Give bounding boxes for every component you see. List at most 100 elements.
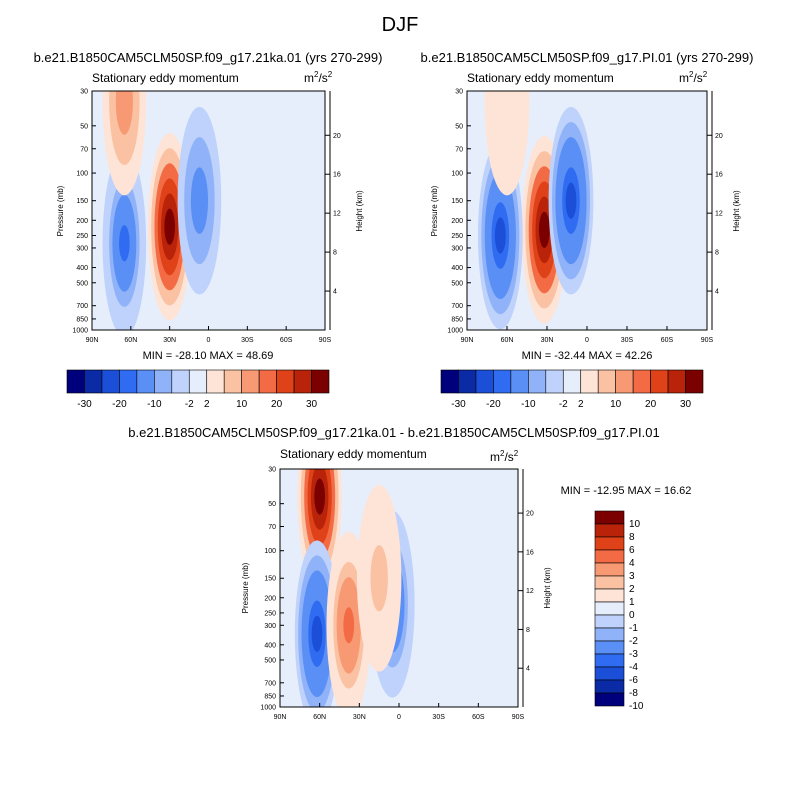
y2-tick-label: 16 (715, 172, 723, 179)
figure-title: DJF (382, 14, 419, 36)
x-tick-label: 90N (461, 337, 474, 344)
y-tick-label: 1000 (447, 328, 463, 335)
y-tick-label: 70 (455, 146, 463, 153)
colorbar-label: -2 (629, 636, 638, 647)
colorbar-swatch (594, 692, 625, 707)
panel-21ka-ylabel: Pressure (mb) (56, 185, 65, 236)
panel-21ka-variable: Stationary eddy momentum (92, 71, 239, 85)
colorbar-label: 2 (629, 584, 635, 595)
colorbar-swatch (594, 679, 625, 694)
y-tick-label: 500 (451, 280, 463, 287)
colorbar-swatch (594, 510, 625, 525)
colorbar-swatch (545, 369, 564, 394)
colorbar-swatch (594, 627, 625, 642)
y2-tick-label: 8 (526, 627, 530, 634)
panel-diff-variable: Stationary eddy momentum (280, 447, 427, 461)
colorbar-swatch (594, 523, 625, 538)
colorbar-swatch (594, 536, 625, 551)
contour-band-negative-1-5 (119, 225, 130, 262)
y-tick-label: 1000 (72, 328, 88, 335)
contour-band-positive-3-5 (501, 91, 513, 120)
y2-tick-label: 4 (333, 289, 337, 296)
colorbar-swatch (258, 369, 277, 394)
y-tick-label: 300 (264, 623, 276, 630)
panel-pi-variable: Stationary eddy momentum (467, 71, 614, 85)
contour-band-positive-4-5 (373, 560, 385, 597)
y-tick-label: 30 (80, 89, 88, 96)
colorbar-label: 20 (645, 399, 657, 410)
y-tick-label: 30 (455, 89, 463, 96)
y-tick-label: 850 (76, 316, 88, 323)
colorbar-label: 4 (629, 558, 635, 569)
y2-tick-label: 20 (333, 133, 341, 140)
panel-diff-header: b.e21.B1850CAM5CLM50SP.f09_g17.21ka.01 -… (128, 425, 659, 440)
colorbar-swatch (510, 369, 529, 394)
colorbar-swatch (632, 369, 651, 394)
y2-tick-label: 8 (333, 250, 337, 257)
x-tick-label: 60N (124, 337, 137, 344)
contour-band-positive-0-5 (538, 211, 550, 248)
colorbar-swatch (594, 575, 625, 590)
colorbar-label: 2 (578, 399, 584, 410)
colorbar-swatch (119, 369, 138, 394)
contour-band-negative-2-5 (194, 182, 205, 219)
y-tick-label: 150 (264, 576, 276, 583)
colorbar-swatch (685, 369, 704, 394)
colorbar-swatch (594, 666, 625, 681)
colorbar-swatch (650, 369, 669, 394)
colorbar-swatch (594, 562, 625, 577)
y-tick-label: 400 (451, 265, 463, 272)
colorbar-swatch (188, 369, 208, 394)
colorbar-label: 10 (236, 399, 248, 410)
panel-pi-axes: 90N 60N 30N 0 30S 60S 90S 30 50 70 100 150 200 250 300… (447, 89, 722, 345)
colorbar-label: -6 (629, 675, 638, 686)
panel-diff-units: m2/s2 (490, 449, 519, 464)
colorbar-swatch (594, 653, 625, 668)
panel-21ka-y2label: Height (km) (355, 190, 364, 232)
colorbar-label: -10 (147, 399, 162, 410)
panel-diff: b.e21.B1850CAM5CLM50SP.f09_g17.21ka.01 -… (128, 425, 692, 721)
colorbar-label: 1 (629, 597, 635, 608)
panel-diff-contours (294, 469, 415, 707)
colorbar-swatch (667, 369, 686, 394)
y2-tick-label: 12 (526, 588, 534, 595)
x-tick-label: 0 (207, 337, 211, 344)
y2-tick-label: 20 (715, 133, 723, 140)
x-tick-label: 30N (163, 337, 176, 344)
colorbar-label: -30 (77, 399, 92, 410)
colorbar-swatch (594, 640, 625, 655)
colorbar-swatch (594, 601, 625, 616)
colorbar-label: -20 (486, 399, 501, 410)
colorbar-label: -3 (629, 649, 638, 660)
panel-21ka-colorbar: -30 -20 -10 -2 2 10 20 30 (66, 369, 330, 410)
panel-pi-stats: MIN = -32.44 MAX = 42.26 (522, 350, 653, 362)
colorbar-swatch (528, 369, 547, 394)
colorbar-label: -2 (185, 399, 194, 410)
x-tick-label: 0 (397, 714, 401, 721)
colorbar-label: 30 (306, 399, 318, 410)
x-tick-label: 60S (661, 337, 674, 344)
x-tick-label: 30S (432, 714, 445, 721)
y-tick-label: 500 (264, 657, 276, 664)
colorbar-swatch (562, 369, 582, 394)
x-tick-label: 90N (274, 714, 287, 721)
y-tick-label: 50 (455, 123, 463, 130)
colorbar-label: 6 (629, 545, 635, 556)
y-tick-label: 150 (76, 198, 88, 205)
colorbar-label: -4 (629, 662, 638, 673)
y2-tick-label: 20 (526, 511, 534, 518)
colorbar-label: 3 (629, 571, 635, 582)
y-tick-label: 1000 (260, 705, 276, 712)
y-tick-label: 500 (76, 280, 88, 287)
panel-diff-stats: MIN = -12.95 MAX = 16.62 (561, 485, 692, 497)
y-tick-label: 200 (264, 595, 276, 602)
colorbar-swatch (580, 369, 599, 394)
colorbar-label: 30 (680, 399, 692, 410)
panel-diff-y2label: Height (km) (543, 567, 552, 609)
x-tick-label: 60N (501, 337, 514, 344)
y-tick-label: 250 (451, 233, 463, 240)
colorbar-label: -20 (112, 399, 127, 410)
panel-21ka-stats: MIN = -28.10 MAX = 48.69 (143, 350, 274, 362)
